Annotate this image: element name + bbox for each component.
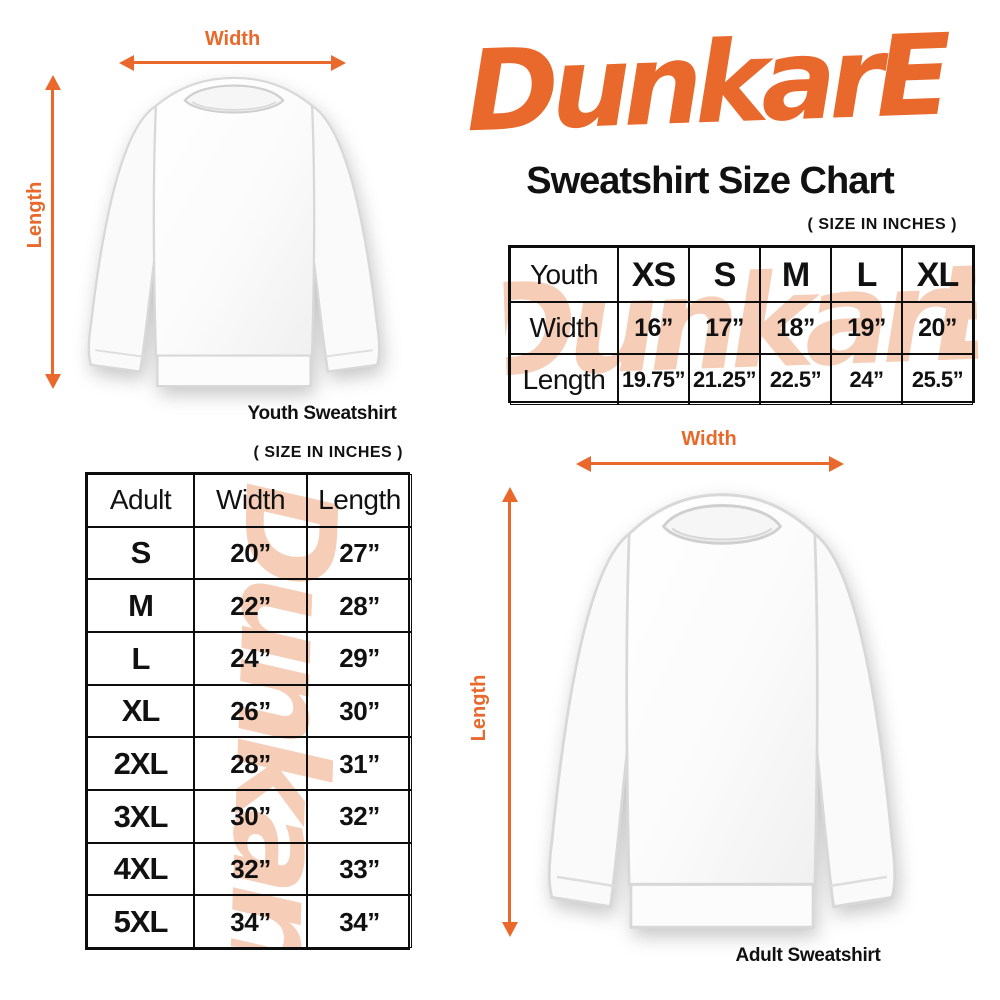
youth-length-arrow — [44, 75, 61, 389]
adult-width-label: Width — [681, 428, 737, 450]
adult-size-cell: 5XL — [87, 895, 194, 948]
adult-size-cell: M — [87, 579, 194, 632]
adult-width-cell: 24” — [194, 632, 307, 685]
adult-header-cell: Width — [194, 474, 307, 527]
youth-width-cell: 20” — [902, 302, 973, 354]
adult-width-cell: 34” — [194, 895, 307, 948]
youth-width-cell: 19” — [831, 302, 902, 354]
youth-header-cell: Youth — [510, 247, 618, 302]
adult-length-cell: 29” — [307, 632, 412, 685]
adult-size-note: ( SIZE IN INCHES ) — [253, 444, 403, 461]
adult-figure-caption: Adult Sweatshirt — [735, 945, 881, 966]
adult-width-cell: 32” — [194, 842, 307, 896]
youth-header-cell: L — [831, 247, 902, 302]
adult-width-cell: 22” — [194, 579, 307, 632]
youth-length-cell: 24” — [831, 354, 902, 405]
youth-width-cell: 16” — [618, 302, 689, 354]
adult-length-cell: 32” — [307, 790, 412, 843]
adult-length-cell: 33” — [307, 842, 412, 896]
adult-size-cell: XL — [87, 684, 194, 738]
adult-width-arrow — [576, 455, 844, 472]
youth-header-cell: XS — [618, 247, 689, 302]
youth-length-cell: 22.5” — [760, 354, 831, 405]
adult-length-cell: 34” — [307, 895, 412, 948]
adult-width-cell: 26” — [194, 684, 307, 738]
adult-size-cell: S — [87, 526, 194, 580]
adult-length-cell: 31” — [307, 737, 412, 790]
youth-width-label: Width — [204, 28, 261, 50]
adult-size-table: Adult Width Length S 20” 27” M 22” 28” L… — [85, 472, 412, 950]
adult-size-cell: 2XL — [87, 737, 194, 790]
adult-length-arrow — [501, 487, 518, 937]
youth-row-label: Length — [510, 354, 618, 405]
adult-size-cell: 3XL — [87, 790, 194, 843]
youth-figure-caption: Youth Sweatshirt — [247, 403, 397, 424]
youth-row-label: Width — [510, 302, 618, 354]
youth-width-cell: 18” — [760, 302, 831, 354]
adult-width-cell: 30” — [194, 790, 307, 843]
youth-length-cell: 25.5” — [902, 354, 973, 405]
adult-length-cell: 28” — [307, 579, 412, 632]
youth-length-cell: 21.25” — [689, 354, 760, 405]
adult-sweatshirt-image — [547, 493, 897, 929]
adult-header-cell: Adult — [87, 474, 194, 527]
youth-header-cell: M — [760, 247, 831, 302]
adult-length-cell: 30” — [307, 684, 412, 738]
brand-logo: DunkarE — [463, 10, 947, 158]
youth-length-label: Length — [24, 181, 46, 249]
adult-size-cell: L — [87, 632, 194, 685]
adult-width-cell: 20” — [194, 526, 307, 580]
youth-header-cell: S — [689, 247, 760, 302]
adult-header-cell: Length — [307, 474, 412, 527]
youth-size-note: ( SIZE IN INCHES ) — [807, 216, 957, 233]
adult-width-cell: 28” — [194, 737, 307, 790]
youth-sweatshirt-image — [87, 76, 381, 388]
youth-size-table: Youth XS S M L XL Width 16” 17” 18” 19” … — [508, 245, 975, 405]
youth-header-cell: XL — [902, 247, 973, 302]
adult-length-cell: 27” — [307, 526, 412, 580]
adult-length-label: Length — [468, 674, 490, 742]
page-title: Sweatshirt Size Chart — [526, 160, 895, 202]
youth-width-arrow — [119, 54, 346, 71]
adult-size-cell: 4XL — [87, 842, 194, 896]
youth-width-cell: 17” — [689, 302, 760, 354]
youth-length-cell: 19.75” — [618, 354, 689, 405]
